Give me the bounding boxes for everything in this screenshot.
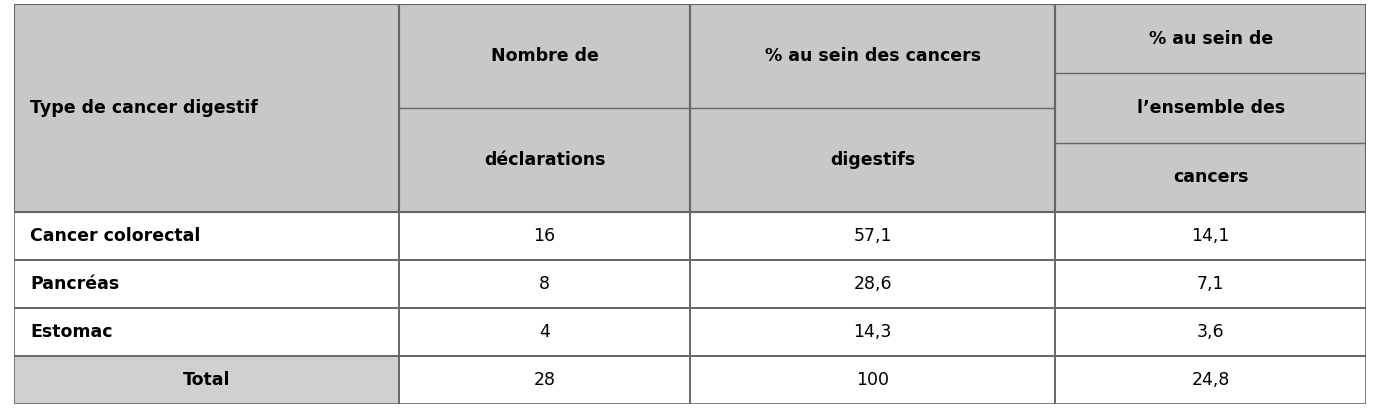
Bar: [14, 356, 399, 404]
Bar: [399, 212, 690, 260]
Text: digestifs: digestifs: [829, 151, 915, 169]
Text: % au sein des cancers: % au sein des cancers: [765, 47, 981, 65]
Text: 14,1: 14,1: [1191, 227, 1230, 245]
Bar: [690, 4, 1056, 212]
Text: 3,6: 3,6: [1196, 323, 1224, 341]
Bar: [14, 308, 399, 356]
Bar: [399, 260, 690, 308]
Bar: [1056, 212, 1366, 260]
Bar: [399, 4, 690, 212]
Text: 8: 8: [540, 275, 551, 293]
Bar: [690, 356, 1056, 404]
Text: 24,8: 24,8: [1191, 371, 1230, 389]
Text: Estomac: Estomac: [30, 323, 113, 341]
Text: cancers: cancers: [1173, 169, 1249, 186]
Text: l’ensemble des: l’ensemble des: [1137, 99, 1285, 117]
Text: 28: 28: [534, 371, 556, 389]
Text: 28,6: 28,6: [853, 275, 891, 293]
Text: déclarations: déclarations: [484, 151, 606, 169]
Bar: [1056, 308, 1366, 356]
Bar: [690, 260, 1056, 308]
Text: Nombre de: Nombre de: [491, 47, 599, 65]
Bar: [690, 212, 1056, 260]
Bar: [14, 4, 399, 212]
Bar: [1056, 260, 1366, 308]
Text: Cancer colorectal: Cancer colorectal: [30, 227, 200, 245]
Bar: [399, 308, 690, 356]
Text: 100: 100: [856, 371, 889, 389]
Text: Pancréas: Pancréas: [30, 275, 119, 293]
Bar: [1056, 4, 1366, 212]
Text: 16: 16: [534, 227, 556, 245]
Text: 14,3: 14,3: [853, 323, 891, 341]
Text: % au sein de: % au sein de: [1148, 30, 1272, 48]
Bar: [14, 212, 399, 260]
Text: Type de cancer digestif: Type de cancer digestif: [30, 99, 258, 117]
Bar: [1056, 356, 1366, 404]
Bar: [690, 308, 1056, 356]
Bar: [14, 260, 399, 308]
Bar: [399, 356, 690, 404]
Text: Total: Total: [182, 371, 230, 389]
Text: 57,1: 57,1: [853, 227, 891, 245]
Text: 4: 4: [540, 323, 551, 341]
Text: 7,1: 7,1: [1196, 275, 1224, 293]
